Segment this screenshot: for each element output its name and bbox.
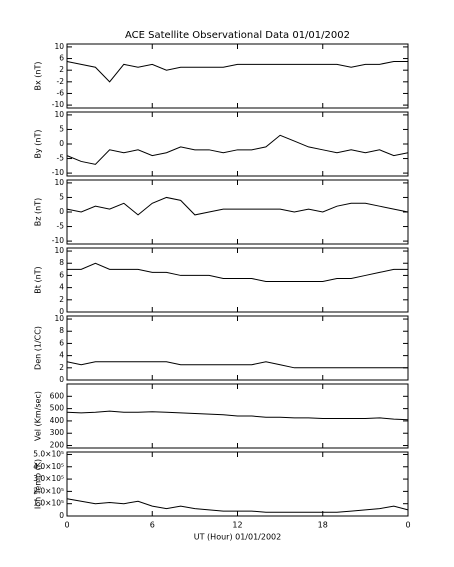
y-tick-label: -2 bbox=[57, 77, 65, 86]
y-tick-label: 0 bbox=[59, 207, 64, 216]
y-tick-label: -10 bbox=[52, 100, 64, 109]
y-tick-label: 6 bbox=[59, 54, 64, 63]
y-tick-label: 2 bbox=[59, 363, 64, 372]
y-tick-label: 0 bbox=[59, 139, 64, 148]
y-tick-label: 5 bbox=[59, 192, 64, 201]
y-tick-label: 10 bbox=[54, 110, 64, 119]
data-line bbox=[66, 361, 408, 369]
y-axis-label: Ion Temp (K) bbox=[34, 459, 43, 509]
y-axis-label: Bt (nT) bbox=[34, 266, 43, 293]
y-tick-label: 4.0×10⁵ bbox=[33, 462, 64, 471]
x-tick-label: 18 bbox=[318, 521, 328, 530]
y-tick-label: 4 bbox=[59, 351, 64, 360]
chart-title: ACE Satellite Observational Data 01/01/2… bbox=[125, 30, 350, 41]
y-tick-label: 400 bbox=[50, 416, 65, 425]
y-tick-label: 5.0×10⁵ bbox=[33, 449, 64, 458]
y-tick-label: 200 bbox=[50, 441, 65, 450]
y-tick-label: 4 bbox=[59, 283, 64, 292]
y-tick-label: 600 bbox=[50, 391, 65, 400]
y-tick-label: 6 bbox=[59, 270, 64, 279]
y-tick-label: 2 bbox=[59, 295, 64, 304]
y-axis-label: Vel (Km/sec) bbox=[34, 391, 43, 441]
y-tick-label: 10 bbox=[54, 42, 64, 51]
y-axis-label: Bz (nT) bbox=[34, 198, 43, 226]
y-axis-label: Den (1/CC) bbox=[34, 326, 43, 370]
y-tick-label: -6 bbox=[57, 88, 65, 97]
y-tick-label: -5 bbox=[57, 222, 65, 231]
y-tick-label: 2 bbox=[59, 65, 64, 74]
y-tick-label: -10 bbox=[52, 168, 64, 177]
y-tick-label: 300 bbox=[50, 428, 65, 437]
data-line bbox=[66, 498, 409, 513]
y-tick-label: 0 bbox=[59, 375, 64, 384]
x-tick-label: 12 bbox=[232, 521, 242, 530]
data-line bbox=[66, 196, 409, 216]
x-tick-label: 0 bbox=[405, 521, 410, 530]
y-tick-label: 0 bbox=[59, 511, 64, 520]
x-tick-label: 0 bbox=[64, 521, 69, 530]
y-tick-label: 0 bbox=[59, 307, 64, 316]
y-tick-label: 10 bbox=[54, 178, 64, 187]
y-tick-label: -10 bbox=[52, 236, 64, 245]
y-axis-label: Bx (nT) bbox=[34, 62, 43, 91]
data-line bbox=[66, 410, 409, 421]
y-tick-label: 5 bbox=[59, 124, 64, 133]
y-tick-label: 2.0×10⁵ bbox=[33, 486, 64, 495]
y-tick-label: 500 bbox=[50, 404, 65, 413]
y-axis-label: By (nT) bbox=[34, 130, 43, 159]
x-tick-label: 6 bbox=[150, 521, 155, 530]
x-axis-label: UT (Hour) 01/01/2002 bbox=[194, 533, 281, 542]
y-tick-label: 3.0×10⁵ bbox=[33, 474, 64, 483]
data-line bbox=[66, 134, 409, 165]
data-line bbox=[66, 60, 408, 83]
y-tick-label: 8 bbox=[59, 326, 64, 335]
y-tick-label: 8 bbox=[59, 258, 64, 267]
y-tick-label: -5 bbox=[57, 154, 65, 163]
y-tick-label: 1.0×10⁵ bbox=[33, 499, 64, 508]
y-tick-label: 10 bbox=[54, 246, 64, 255]
y-tick-label: 10 bbox=[54, 314, 64, 323]
y-tick-label: 6 bbox=[59, 338, 64, 347]
data-line bbox=[67, 262, 408, 283]
